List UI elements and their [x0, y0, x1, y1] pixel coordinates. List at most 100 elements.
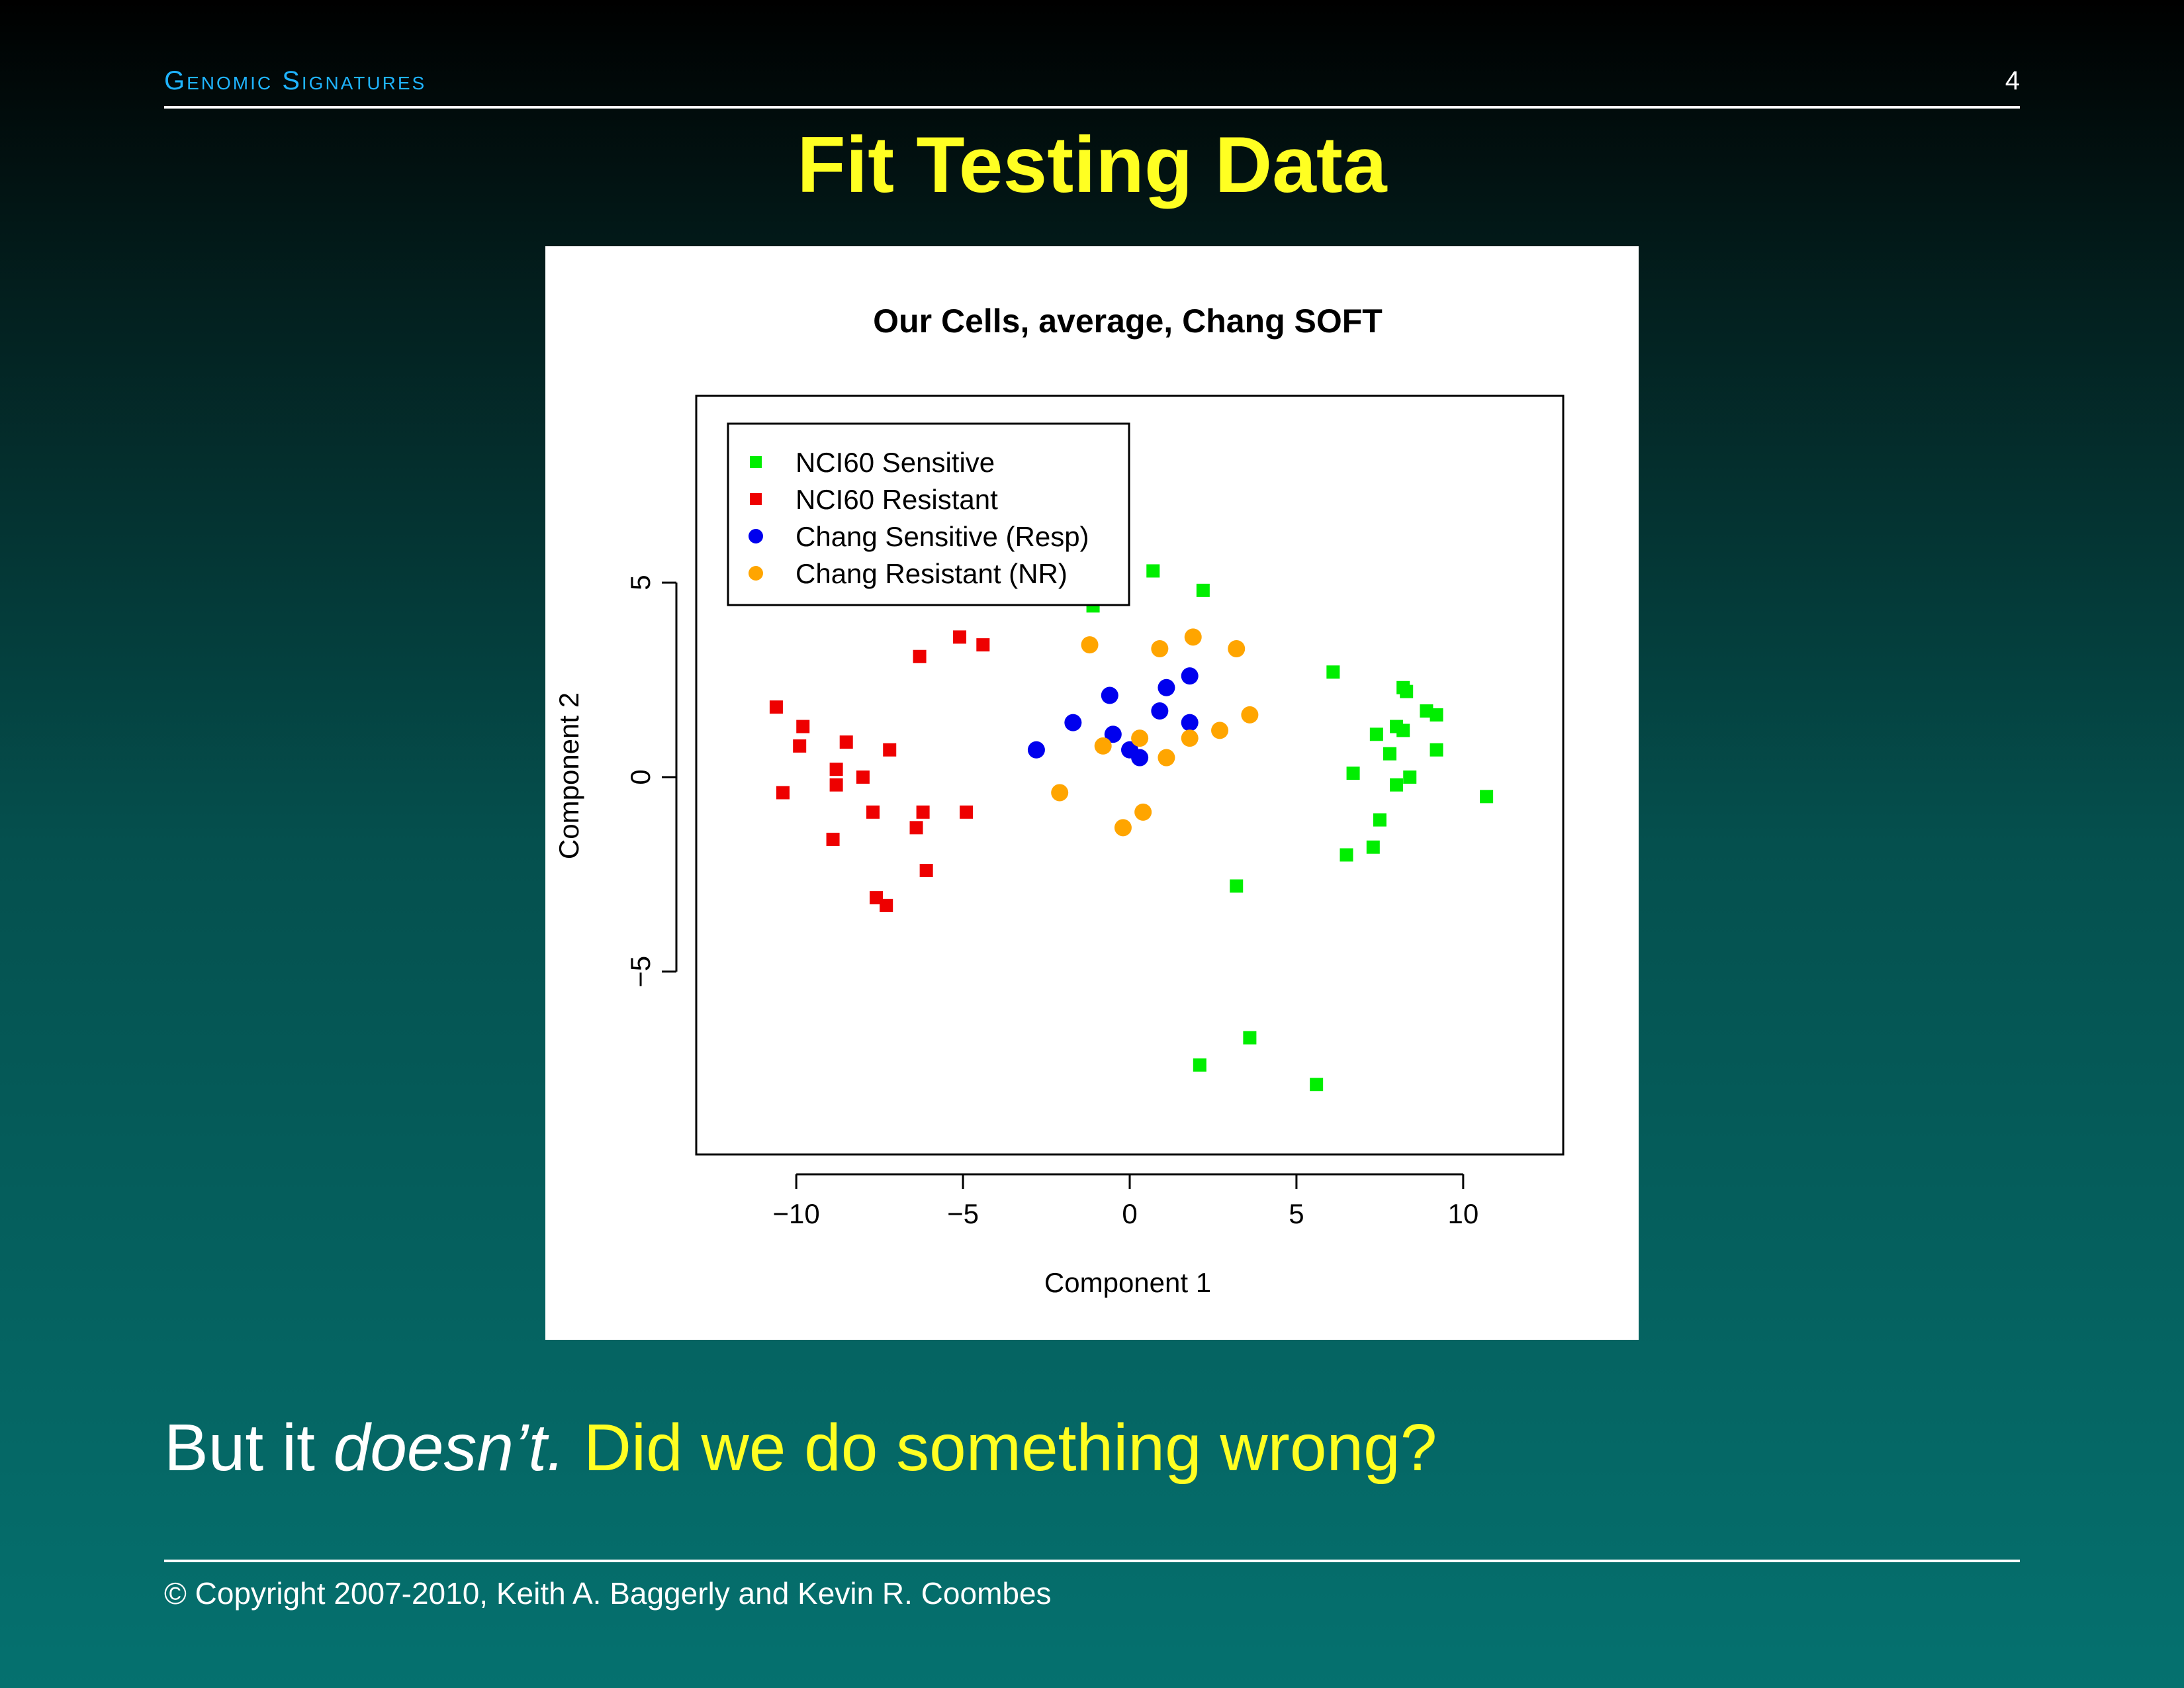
caption-question: Did we do something wrong?: [583, 1411, 1437, 1485]
scatter-chart: Our Cells, average, Chang SOFT −10 −5 0 5 10…: [553, 303, 1565, 1298]
data-point: [1184, 628, 1202, 646]
slide-title: Fit Testing Data: [797, 120, 1387, 209]
header-rule: [164, 106, 2020, 109]
legend: NCI60 Sensitive NCI60 Resistant Chang Sens…: [727, 422, 1130, 606]
page-number: 4: [2005, 66, 2020, 95]
data-point: [1383, 747, 1396, 761]
data-point: [1081, 636, 1099, 654]
caption-emphasis: doesn’t.: [333, 1411, 565, 1485]
data-point: [883, 743, 897, 757]
data-point: [1196, 583, 1210, 597]
data-point: [1134, 803, 1152, 821]
series-nci60-resistant: [769, 630, 990, 912]
data-point: [1340, 848, 1353, 862]
y-tick-label: 5: [625, 575, 656, 590]
legend-label: Chang Sensitive (Resp): [796, 521, 1089, 552]
data-point: [1131, 729, 1149, 747]
x-tick-label: 5: [1289, 1198, 1304, 1229]
data-point: [1326, 665, 1340, 679]
data-point: [870, 891, 884, 905]
legend-box: [727, 422, 1130, 606]
legend-label: NCI60 Sensitive: [796, 447, 995, 478]
data-point: [796, 720, 810, 733]
data-point: [776, 786, 790, 800]
data-point: [1181, 714, 1199, 731]
chart-panel: Our Cells, average, Chang SOFT −10 −5 0 5 10…: [545, 246, 1639, 1340]
data-point: [1396, 724, 1410, 737]
data-point: [1027, 741, 1045, 759]
data-point: [826, 832, 840, 846]
data-point: [1051, 784, 1069, 802]
data-point: [1230, 879, 1244, 893]
footer-rule: [164, 1560, 2020, 1562]
data-point: [1390, 778, 1404, 792]
data-point: [1211, 722, 1229, 739]
section-title: Genomic Signatures: [164, 66, 427, 95]
data-point: [1114, 819, 1132, 837]
x-tick-label: 10: [1447, 1198, 1479, 1229]
data-point: [1193, 1058, 1206, 1072]
data-point: [1146, 564, 1160, 578]
legend-marker: [749, 566, 763, 581]
data-point: [1181, 667, 1199, 685]
data-point: [1310, 1078, 1324, 1092]
data-point: [1403, 770, 1417, 784]
data-point: [1104, 726, 1122, 743]
x-tick-label: −10: [773, 1198, 820, 1229]
data-point: [1158, 679, 1175, 696]
data-point: [1366, 840, 1380, 854]
data-point: [953, 630, 967, 644]
data-point: [976, 638, 990, 652]
data-point: [1158, 749, 1175, 767]
plot-frame: [695, 395, 1565, 1156]
data-point: [866, 805, 880, 819]
legend-marker: [750, 456, 762, 468]
data-point: [1369, 727, 1383, 741]
data-point: [1064, 714, 1082, 731]
data-point: [909, 821, 923, 835]
data-point: [913, 649, 927, 663]
data-points: [769, 564, 1494, 1092]
legend-marker: [749, 529, 763, 543]
data-point: [919, 863, 933, 877]
data-point: [1430, 708, 1443, 722]
series-chang-sensitive-resp: [1027, 667, 1199, 767]
data-point: [1420, 704, 1433, 718]
data-point: [856, 770, 870, 784]
data-point: [1241, 706, 1259, 724]
data-point: [1373, 813, 1387, 827]
data-point: [1101, 686, 1118, 704]
data-point: [1346, 767, 1360, 780]
legend-label: Chang Resistant (NR): [796, 558, 1068, 589]
legend-label: NCI60 Resistant: [796, 484, 998, 515]
data-point: [793, 739, 807, 753]
data-point: [829, 763, 843, 776]
x-tick-label: 0: [1122, 1198, 1137, 1229]
y-tick-label: 0: [625, 769, 656, 784]
data-point: [1094, 737, 1112, 755]
data-point: [1131, 749, 1149, 767]
caption-text: But it: [164, 1411, 334, 1485]
copyright-footer: © Copyright 2007-2010, Keith A. Baggerly…: [164, 1576, 1052, 1611]
data-point: [880, 898, 893, 912]
x-tick-label: −5: [947, 1198, 979, 1229]
data-point: [769, 700, 783, 714]
series-chang-resistant-nr: [1051, 628, 1259, 837]
data-point: [960, 805, 974, 819]
data-point: [1480, 790, 1494, 804]
data-point: [1181, 729, 1199, 747]
y-axis-label: Component 2: [553, 692, 584, 859]
series-nci60-sensitive: [1086, 564, 1494, 1092]
slide-caption: But it doesn’t. Did we do something wron…: [164, 1410, 1437, 1486]
data-point: [1400, 684, 1414, 698]
data-point: [1243, 1031, 1257, 1045]
data-point: [1228, 640, 1246, 657]
axes: −10 −5 0 5 10 −5 0 5: [625, 575, 1479, 1229]
x-axis-label: Component 1: [1044, 1267, 1211, 1298]
data-point: [1151, 640, 1169, 657]
y-tick-label: −5: [625, 956, 656, 988]
legend-marker: [750, 493, 762, 505]
data-point: [1430, 743, 1443, 757]
data-point: [839, 735, 853, 749]
data-point: [829, 778, 843, 792]
